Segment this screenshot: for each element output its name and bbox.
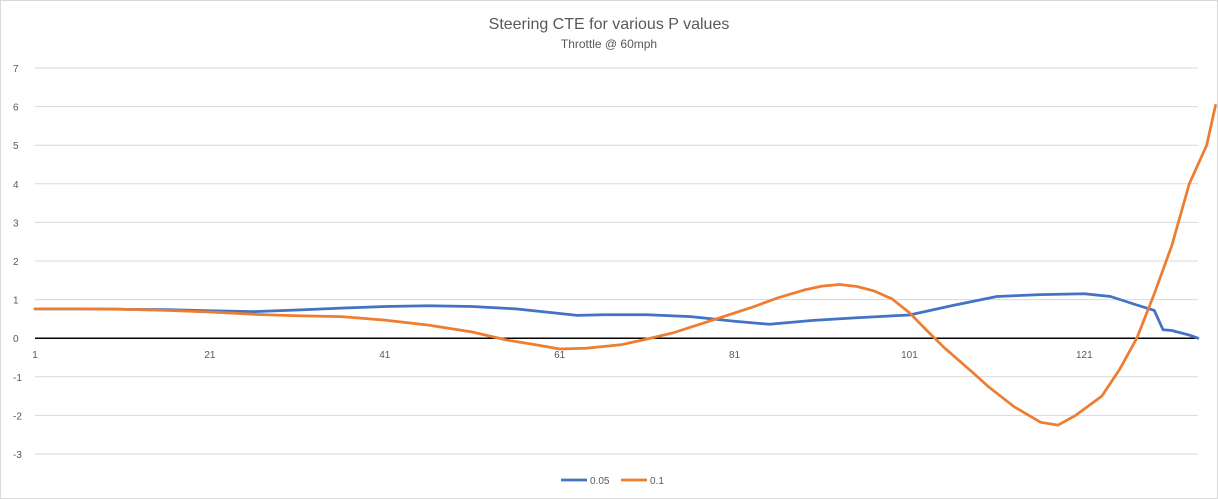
- y-tick-label: 0: [13, 334, 19, 345]
- y-tick-label: 5: [13, 141, 19, 152]
- y-tick-label: 7: [13, 64, 19, 75]
- grid-layer: [35, 67, 1198, 455]
- x-tick-label: 101: [901, 350, 918, 361]
- x-tick-label: 81: [729, 350, 741, 361]
- y-tick-label: -1: [13, 373, 22, 384]
- x-tick-label: 1: [32, 350, 38, 361]
- y-tick-label: 6: [13, 103, 19, 114]
- chart-title: Steering CTE for various P values: [489, 16, 730, 33]
- legend-label-0: 0.05: [590, 476, 610, 487]
- y-tick-label: 1: [13, 296, 19, 307]
- x-tick-label: 121: [1076, 350, 1093, 361]
- y-tick-label: -2: [13, 411, 22, 422]
- y-tick-label: -3: [13, 450, 22, 461]
- y-axis-ticks: 7 6 5 4 3 2 1 0 -1 -2 -3: [13, 64, 22, 461]
- series-layer: [33, 104, 1217, 427]
- series-line-1: [33, 104, 1217, 427]
- y-tick-label: 4: [13, 180, 19, 191]
- y-tick-label: 3: [13, 218, 19, 229]
- chart-subtitle: Throttle @ 60mph: [561, 37, 657, 51]
- legend: 0.05 0.1: [561, 476, 664, 487]
- x-tick-label: 41: [379, 350, 391, 361]
- legend-label-1: 0.1: [650, 476, 664, 487]
- x-axis-ticks: 1 21 41 61 81 101 121: [32, 350, 1093, 361]
- x-tick-label: 21: [204, 350, 216, 361]
- y-tick-label: 2: [13, 257, 19, 268]
- x-tick-label: 61: [554, 350, 566, 361]
- series-line-0: [33, 292, 1200, 340]
